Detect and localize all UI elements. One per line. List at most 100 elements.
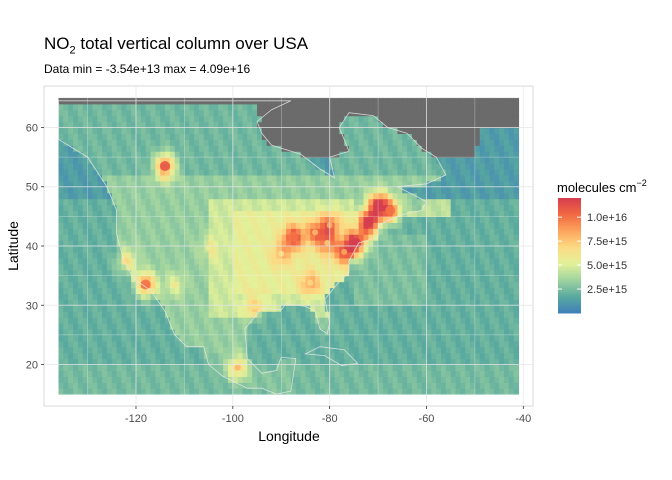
heatmap-cell — [426, 251, 432, 259]
heatmap-cell — [479, 263, 486, 271]
legend-color-step — [558, 259, 581, 262]
heatmap-cell — [513, 246, 520, 253]
heatmap-cell — [237, 323, 244, 330]
heatmap-cell — [121, 275, 127, 283]
heatmap-cell — [73, 168, 79, 176]
heatmap-cell — [286, 376, 292, 383]
heatmap-cell — [97, 127, 103, 135]
heatmap-cell — [484, 204, 491, 212]
heatmap-cell — [126, 246, 132, 253]
heatmap-cell — [421, 328, 428, 336]
heatmap-cell — [324, 121, 331, 129]
heatmap-cell — [310, 287, 316, 295]
heatmap-cell — [455, 293, 461, 300]
heatmap-cell — [68, 103, 74, 111]
heatmap-cell — [470, 275, 476, 283]
heatmap-cell — [465, 234, 471, 241]
heatmap-cell — [145, 340, 152, 348]
heatmap-cell — [416, 376, 423, 383]
heatmap-cell — [106, 210, 113, 217]
heatmap-cell — [271, 204, 277, 212]
heatmap-cell — [334, 246, 340, 253]
heatmap-cell — [411, 269, 418, 277]
heatmap-cell — [315, 115, 321, 123]
heatmap-cell — [484, 281, 491, 289]
x-tick-label: -120 — [125, 413, 147, 425]
heatmap-cell — [499, 97, 505, 105]
heatmap-cell — [237, 192, 244, 200]
heatmap-cell — [140, 133, 147, 140]
heatmap-cell — [261, 364, 268, 372]
heatmap-cell — [416, 133, 423, 140]
heatmap-cell — [397, 180, 403, 188]
heatmap-cell — [227, 133, 234, 140]
heatmap-cell — [411, 222, 418, 229]
heatmap-cell — [474, 198, 481, 206]
heatmap-cell — [73, 328, 79, 336]
heatmap-cell — [135, 352, 142, 360]
heatmap-cell — [150, 317, 156, 324]
heatmap-cell — [494, 234, 500, 241]
heatmap-cell — [58, 352, 64, 360]
heatmap-cell — [441, 299, 447, 306]
heatmap-cell — [489, 115, 495, 123]
heatmap-cell — [160, 370, 166, 377]
heatmap-cell — [426, 299, 432, 306]
heatmap-cell — [252, 269, 258, 277]
heatmap-cell — [58, 305, 64, 312]
heatmap-cell — [499, 323, 505, 330]
heatmap-cell — [397, 145, 403, 152]
heatmap-cell — [334, 352, 340, 360]
heatmap-cell — [441, 180, 447, 188]
heatmap-cell — [121, 281, 127, 289]
heatmap-cell — [257, 358, 263, 366]
heatmap-cell — [135, 192, 142, 200]
heatmap-cell — [455, 192, 461, 200]
heatmap-cell — [421, 210, 428, 217]
heatmap-cell — [416, 317, 423, 324]
heatmap-cell — [92, 317, 98, 324]
heatmap-cell — [276, 376, 282, 383]
heatmap-cell — [111, 275, 118, 283]
heatmap-cell — [150, 103, 156, 111]
heatmap-cell — [97, 323, 103, 330]
heatmap-cell — [353, 145, 360, 152]
heatmap-cell — [310, 103, 316, 111]
heatmap-cell — [106, 376, 113, 383]
heatmap-cell — [421, 216, 428, 223]
heatmap-cell — [305, 293, 311, 300]
heatmap-cell — [116, 346, 123, 354]
heatmap-cell — [407, 275, 413, 283]
heatmap-cell — [353, 311, 360, 318]
heatmap-cell — [465, 216, 471, 223]
heatmap-cell — [87, 340, 94, 348]
heatmap-cell — [203, 364, 210, 372]
heatmap-cell — [208, 293, 215, 300]
heatmap-cell — [402, 287, 408, 295]
heatmap-cell — [194, 186, 200, 194]
heatmap-cell — [334, 121, 340, 129]
heatmap-cell — [474, 127, 481, 135]
heatmap-cell — [165, 180, 171, 188]
heatmap-cell — [319, 251, 326, 259]
heatmap-cell — [126, 263, 132, 271]
heatmap-cell — [252, 240, 258, 247]
heatmap-cell — [77, 382, 84, 389]
heatmap-cell — [155, 376, 161, 383]
heatmap-cell — [508, 103, 515, 111]
heatmap-cell — [290, 192, 297, 200]
heatmap-cell — [73, 281, 79, 289]
heatmap-cell — [174, 121, 181, 129]
heatmap-cell — [397, 103, 403, 111]
heatmap-cell — [499, 346, 505, 354]
heatmap-cell — [97, 269, 103, 277]
heatmap-cell — [160, 299, 166, 306]
heatmap-cell — [145, 269, 152, 277]
heatmap-cell — [179, 340, 186, 348]
heatmap-cell — [494, 228, 500, 235]
heatmap-cell — [358, 228, 365, 235]
heatmap-cell — [450, 151, 457, 158]
heatmap-cell — [116, 109, 123, 117]
heatmap-cell — [295, 133, 302, 140]
heatmap-cell — [155, 287, 161, 295]
